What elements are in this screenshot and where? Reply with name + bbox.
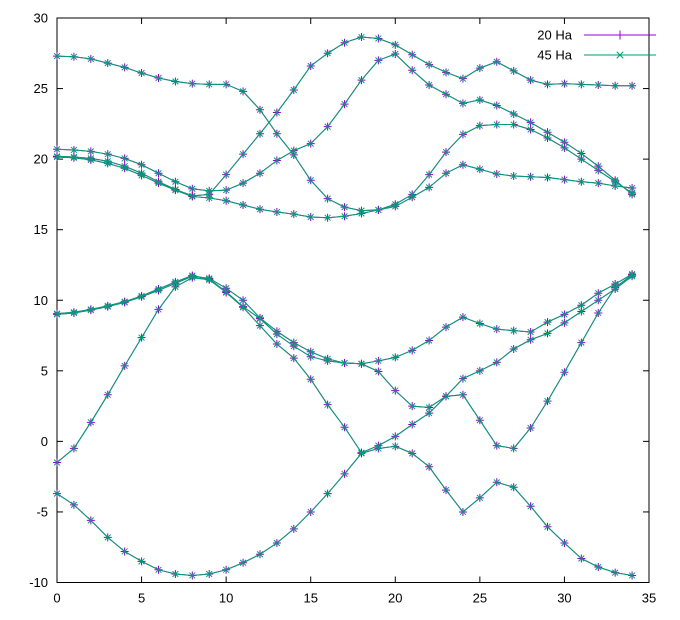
band-line-1	[56, 274, 633, 463]
band-markers-0-plus	[53, 442, 637, 580]
band-line-2	[56, 273, 633, 365]
x-tick-label: 0	[53, 591, 60, 606]
x-tick-label: 15	[303, 591, 317, 606]
y-tick-label: 0	[41, 434, 48, 449]
band-line-0	[56, 445, 633, 576]
x-tick-label: 20	[388, 591, 402, 606]
legend-label-20-ha: 20 Ha	[537, 28, 572, 43]
y-tick-label: -5	[36, 504, 48, 519]
y-tick-label: 30	[34, 11, 48, 26]
y-tick-label: 20	[34, 152, 48, 167]
plot-border	[56, 17, 650, 583]
x-tick-label: 10	[219, 591, 233, 606]
band-markers-2-plus	[53, 270, 637, 368]
legend-label-45-ha: 45 Ha	[537, 48, 572, 63]
band-markers-7-cross	[53, 50, 636, 198]
series-20-ha	[53, 33, 637, 580]
series-45-ha	[53, 33, 636, 579]
band-line-0	[56, 445, 633, 576]
legend: 20 Ha 45 Ha	[537, 28, 656, 63]
legend-marker-cross-icon	[616, 51, 624, 59]
band-markers-0-cross	[53, 443, 636, 579]
band-markers-3-cross	[53, 272, 636, 411]
x-tick-label: 25	[473, 591, 487, 606]
y-tick-label: 5	[41, 363, 48, 378]
band-markers-5-cross	[53, 52, 636, 214]
legend-marker-plus-icon	[615, 30, 625, 40]
band-markers-1-plus	[53, 270, 637, 467]
y-tick-label: 25	[34, 81, 48, 96]
x-tick-label: 5	[138, 591, 145, 606]
y-tick-label: 15	[34, 222, 48, 237]
x-tick-label: 30	[557, 591, 571, 606]
band-markers-1-cross	[53, 271, 636, 466]
band-markers-3-plus	[53, 271, 637, 412]
x-tick-label: 35	[642, 591, 656, 606]
band-line-3	[56, 275, 633, 409]
band-markers-6-cross	[53, 33, 636, 200]
y-tick-label: -10	[29, 575, 48, 590]
band-line-2	[56, 273, 633, 365]
axes: 0 5 10 15 20 25 30 35 -10 -5 0 5 10 15 20 25 30	[29, 11, 656, 606]
y-tick-label: 10	[34, 293, 48, 308]
band-line-1	[56, 274, 633, 463]
